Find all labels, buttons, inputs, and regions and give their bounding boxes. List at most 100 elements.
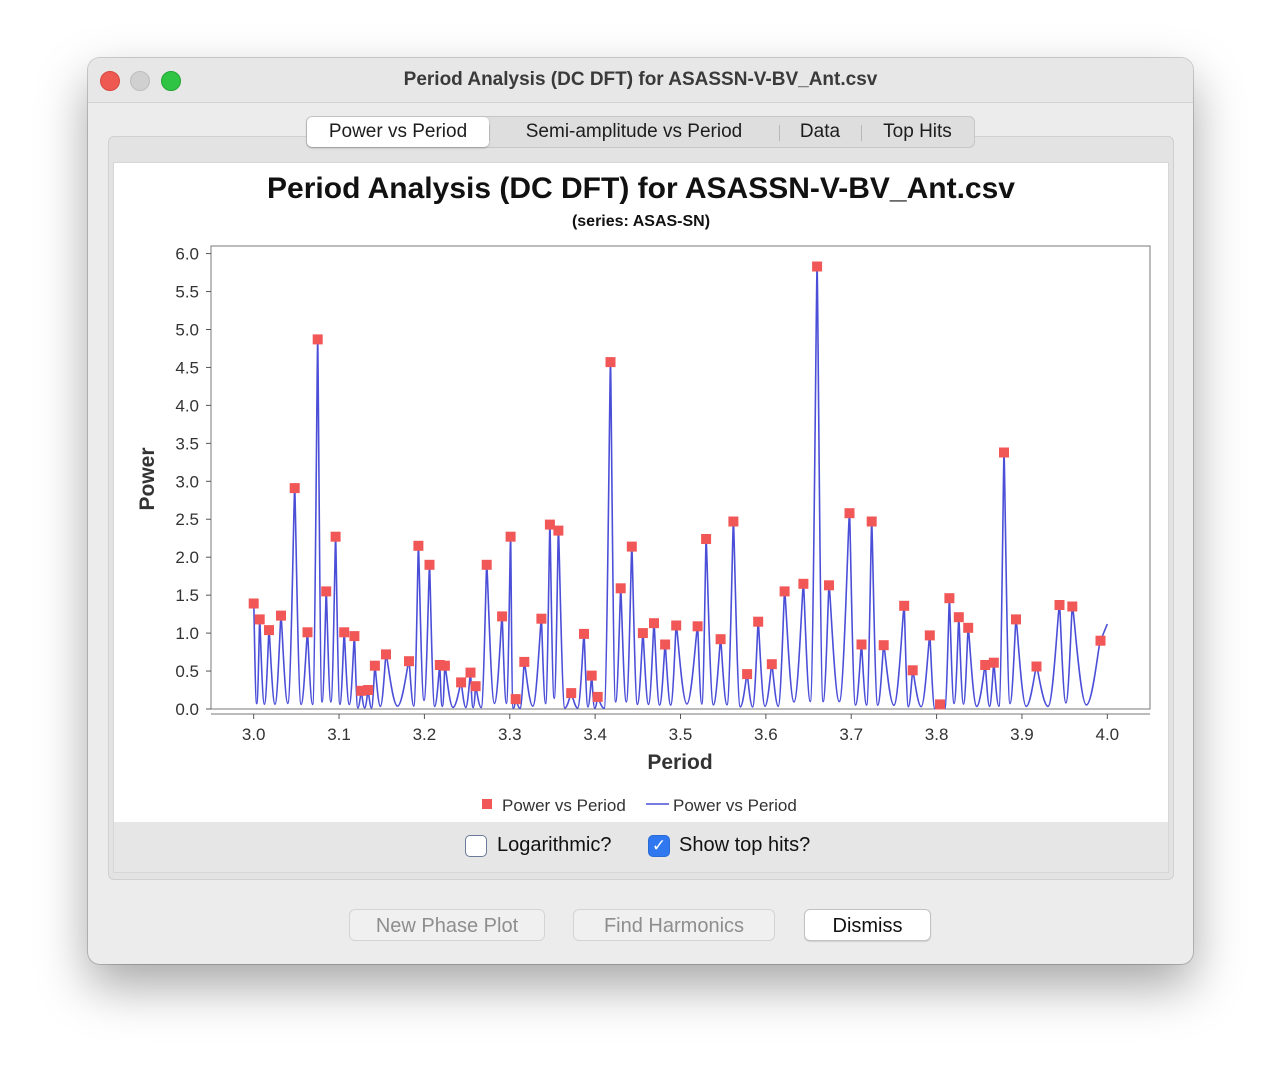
top-hit-marker[interactable] <box>753 616 764 627</box>
y-tick-label: 1.5 <box>175 586 199 605</box>
top-hit-marker[interactable] <box>844 508 855 519</box>
top-hit-marker[interactable] <box>254 614 265 625</box>
top-hit-marker[interactable] <box>615 583 626 594</box>
tab-data[interactable]: Data <box>779 117 861 147</box>
top-hit-marker[interactable] <box>999 447 1009 458</box>
top-hit-marker[interactable] <box>824 580 834 591</box>
top-hit-marker[interactable] <box>339 627 350 638</box>
top-hit-marker[interactable] <box>980 660 991 670</box>
minimize-window-button[interactable] <box>130 71 150 91</box>
top-hit-marker[interactable] <box>649 618 659 629</box>
top-hit-marker[interactable] <box>637 628 648 639</box>
top-hit-marker[interactable] <box>330 531 341 542</box>
top-hit-marker[interactable] <box>766 659 777 670</box>
find-harmonics-button[interactable]: Find Harmonics <box>573 909 775 941</box>
window-title: Period Analysis (DC DFT) for ASASSN-V-BV… <box>403 69 878 90</box>
top-hit-marker[interactable] <box>856 639 867 650</box>
chart-subtitle: (series: ASAS-SN) <box>572 213 710 230</box>
top-hit-marker[interactable] <box>349 631 360 642</box>
top-hit-marker[interactable] <box>456 677 467 688</box>
top-hit-marker[interactable] <box>497 611 508 622</box>
top-hit-marker[interactable] <box>1095 635 1106 646</box>
top-hit-marker[interactable] <box>899 600 910 611</box>
tab-top-hits[interactable]: Top Hits <box>861 117 974 147</box>
top-hit-marker[interactable] <box>505 531 516 542</box>
top-hit-marker[interactable] <box>465 667 476 678</box>
tab-bar: Power vs Period Semi-amplitude vs Period… <box>306 116 975 148</box>
plot-area <box>210 245 1151 710</box>
dismiss-button[interactable]: Dismiss <box>804 909 931 941</box>
legend-line-label: Power vs Period <box>673 796 797 815</box>
top-hit-marker[interactable] <box>660 639 671 650</box>
top-hit-marker[interactable] <box>924 630 935 641</box>
power-vs-period-chart[interactable]: Period Analysis (DC DFT) for ASASSN-V-BV… <box>114 163 1168 823</box>
top-hit-marker[interactable] <box>481 559 492 570</box>
top-hit-marker[interactable] <box>1067 601 1078 612</box>
top-hit-marker[interactable] <box>866 516 877 527</box>
top-hit-marker[interactable] <box>369 660 380 671</box>
top-hit-marker[interactable] <box>536 613 547 624</box>
new-phase-plot-button[interactable]: New Phase Plot <box>349 909 545 941</box>
top-hit-marker[interactable] <box>381 649 391 660</box>
top-hit-marker[interactable] <box>439 660 450 671</box>
top-hit-marker[interactable] <box>626 541 637 552</box>
y-tick-label: 0.5 <box>175 662 199 681</box>
top-hit-marker[interactable] <box>715 634 726 645</box>
top-hit-marker[interactable] <box>1031 661 1042 672</box>
top-hit-marker[interactable] <box>692 621 703 632</box>
top-hit-marker[interactable] <box>935 699 945 710</box>
top-hit-marker[interactable] <box>779 586 790 597</box>
top-hit-marker[interactable] <box>579 628 589 639</box>
top-hit-marker[interactable] <box>312 334 323 345</box>
top-hit-marker[interactable] <box>1011 614 1021 625</box>
top-hit-marker[interactable] <box>812 261 823 272</box>
top-hit-marker[interactable] <box>963 622 974 633</box>
y-tick-label: 2.0 <box>175 548 199 567</box>
show-top-hits-checkbox[interactable]: ✓ <box>648 835 670 857</box>
top-hit-marker[interactable] <box>553 525 564 536</box>
top-hit-marker[interactable] <box>264 625 274 636</box>
legend-marker-label: Power vs Period <box>502 796 626 815</box>
top-hit-marker[interactable] <box>470 681 481 692</box>
top-hit-marker[interactable] <box>944 593 955 604</box>
top-hit-marker[interactable] <box>363 685 374 695</box>
top-hit-marker[interactable] <box>519 656 530 667</box>
y-tick-label: 0.0 <box>175 700 199 719</box>
top-hit-marker[interactable] <box>356 685 367 696</box>
logarithmic-label[interactable]: Logarithmic? <box>497 834 612 856</box>
top-hit-marker[interactable] <box>742 669 753 680</box>
top-hit-marker[interactable] <box>248 598 259 609</box>
show-top-hits-label[interactable]: Show top hits? <box>679 834 811 856</box>
y-tick-label: 1.0 <box>175 624 199 643</box>
tab-power-vs-period[interactable]: Power vs Period <box>307 117 489 147</box>
top-hit-marker[interactable] <box>424 559 435 570</box>
close-window-button[interactable] <box>100 71 120 91</box>
top-hit-marker[interactable] <box>434 660 445 670</box>
top-hit-marker[interactable] <box>592 691 603 702</box>
top-hit-marker[interactable] <box>289 483 300 494</box>
top-hit-marker[interactable] <box>586 670 597 681</box>
tab-semi-amplitude-vs-period[interactable]: Semi-amplitude vs Period <box>489 117 779 147</box>
top-hit-marker[interactable] <box>321 586 332 597</box>
top-hit-marker[interactable] <box>302 627 313 638</box>
top-hit-marker[interactable] <box>798 578 809 589</box>
top-hit-marker[interactable] <box>605 357 616 368</box>
top-hit-marker[interactable] <box>701 534 712 544</box>
top-hit-marker[interactable] <box>878 640 889 651</box>
legend: Power vs Period Power vs Period <box>482 796 797 815</box>
legend-marker-swatch <box>482 799 492 809</box>
top-hit-marker[interactable] <box>1054 600 1065 610</box>
top-hit-marker[interactable] <box>566 688 577 699</box>
top-hit-marker[interactable] <box>276 610 286 621</box>
top-hit-marker[interactable] <box>544 519 555 530</box>
top-hit-marker[interactable] <box>671 620 682 631</box>
top-hit-marker[interactable] <box>404 656 414 667</box>
top-hit-marker[interactable] <box>907 665 918 676</box>
maximize-window-button[interactable] <box>161 71 181 91</box>
top-hit-marker[interactable] <box>988 657 999 668</box>
top-hit-marker[interactable] <box>510 694 521 705</box>
top-hit-marker[interactable] <box>953 612 964 623</box>
logarithmic-checkbox[interactable] <box>465 835 487 857</box>
top-hit-marker[interactable] <box>728 516 739 527</box>
top-hit-marker[interactable] <box>413 540 424 551</box>
